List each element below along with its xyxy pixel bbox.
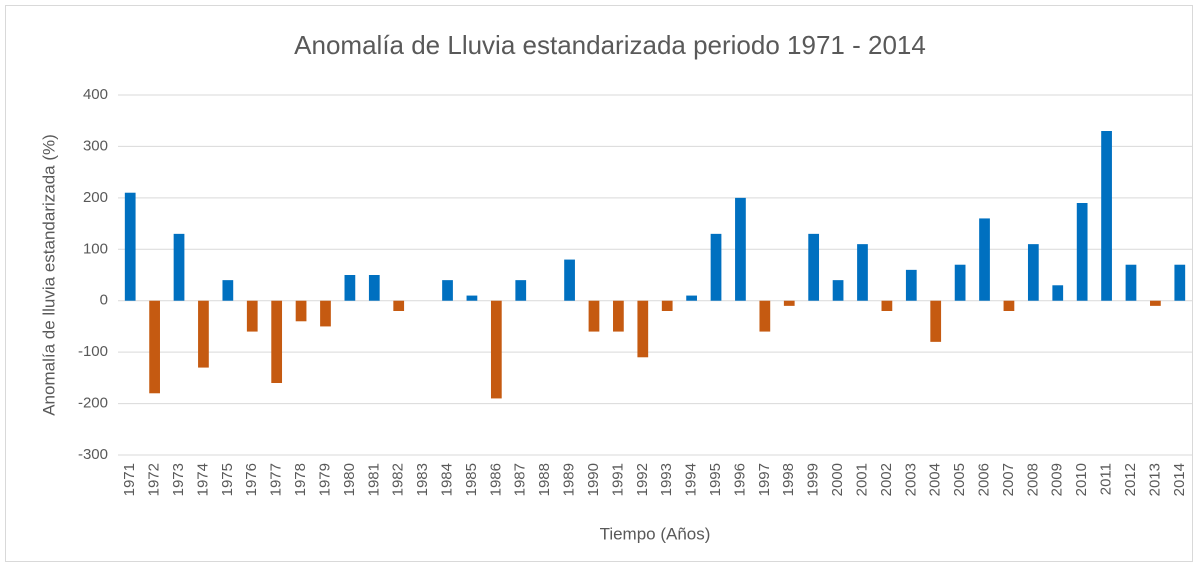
bar [320,300,331,327]
x-tick-label: 1976 [243,463,260,496]
x-tick-label: 1988 [536,463,553,496]
x-tick-label: 1983 [414,463,431,496]
y-tick-label: 100 [83,240,108,257]
x-axis-title: Tiempo (Años) [600,524,711,543]
x-tick-label: 1999 [805,463,822,496]
x-tick-label: 1985 [463,463,480,496]
x-tick-label: 2013 [1146,463,1163,496]
bar [295,300,307,322]
x-tick-label: 2007 [1000,463,1017,496]
bar [466,295,478,301]
bar [808,233,820,301]
bar [515,280,527,301]
y-tick-label: 300 [83,137,108,154]
x-tick-label: 1978 [292,463,309,496]
x-tick-label: 1977 [268,463,285,496]
bar [1150,300,1161,306]
bar [832,280,844,301]
chart-frame [5,5,1193,562]
x-tick-label: 1996 [731,463,748,496]
x-tick-label: 1989 [561,463,578,496]
x-tick-label: 1998 [780,463,797,496]
x-tick-label: 1994 [683,463,700,496]
x-tick-label: 2001 [853,463,870,496]
bar [368,275,380,301]
x-tick-label: 1974 [194,463,211,496]
bar [1125,264,1137,301]
x-tick-label: 1981 [365,463,382,496]
bar [661,300,673,311]
y-tick-label: 400 [83,86,108,103]
y-tick-label: -300 [78,446,108,463]
chart-title: Anomalía de Lluvia estandarizada periodo… [294,30,926,60]
y-tick-label: 200 [83,189,108,206]
bar [930,300,942,342]
bar [271,300,283,383]
bar [710,233,722,301]
bar [588,300,600,332]
bar [954,264,966,301]
x-tick-label: 2008 [1024,463,1041,496]
x-tick-label: 2009 [1049,463,1066,496]
bar [759,300,771,332]
bar [979,218,990,301]
x-tick-label: 1987 [512,463,529,496]
y-tick-label: 0 [100,292,108,309]
x-tick-label: 2006 [975,463,992,496]
x-tick-label: 2002 [878,463,895,496]
x-tick-label: 2000 [829,463,846,496]
bar [173,233,185,301]
bar [344,275,356,301]
y-tick-label: -200 [78,395,108,412]
y-tick-label: -100 [78,343,108,360]
bar [1003,300,1015,311]
bar [735,197,746,301]
bar [1101,131,1112,301]
bar [124,192,136,301]
y-axis-title: Anomalía de lluvia estandarizada (%) [39,134,58,416]
x-tick-label: 1992 [634,463,651,496]
bar [564,259,575,301]
bar [490,300,502,399]
bar [1174,264,1186,301]
bar [637,300,649,358]
x-tick-label: 1980 [341,463,358,496]
x-tick-label: 1975 [219,463,236,496]
bar [686,295,697,301]
x-tick-label: 1986 [487,463,504,496]
x-tick-label: 2003 [902,463,919,496]
x-tick-label: 1997 [756,463,773,496]
x-tick-label: 1990 [585,463,602,496]
x-tick-label: 2014 [1171,463,1188,496]
x-tick-label: 2005 [951,463,968,496]
bar [393,300,405,311]
bar [1052,285,1064,301]
bar [222,280,234,301]
x-tick-label: 2010 [1073,463,1090,496]
bar [198,300,209,368]
x-tick-label: 2012 [1122,463,1139,496]
x-tick-label: 1972 [146,463,163,496]
bar [1076,203,1088,301]
x-tick-label: 1982 [390,463,407,496]
bar [442,280,453,301]
bar [905,269,917,301]
bar [1027,244,1039,301]
x-tick-label: 1991 [609,463,626,496]
bar [881,300,893,311]
x-tick-label: 1971 [121,463,138,496]
x-tick-label: 2004 [927,463,944,496]
x-tick-label: 1995 [707,463,724,496]
x-tick-label: 2011 [1098,463,1115,495]
bar [149,300,160,394]
bar [857,244,868,301]
x-tick-label: 1973 [170,463,187,496]
x-tick-label: 1984 [438,463,455,496]
x-tick-label: 1979 [316,463,333,496]
bar [613,300,624,332]
bar [783,300,795,306]
bar [246,300,258,332]
x-tick-label: 1993 [658,463,675,496]
